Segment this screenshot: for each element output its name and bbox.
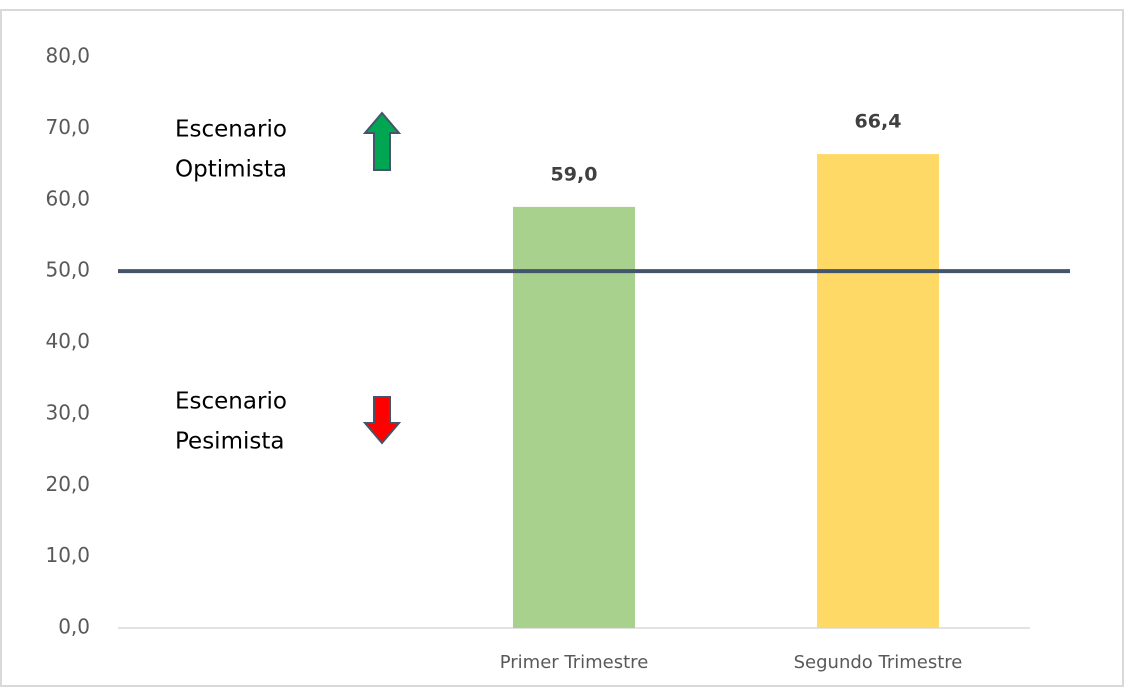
- annotation: Escenario: [175, 389, 287, 415]
- x-tick-label: Segundo Trimestre: [794, 652, 963, 673]
- y-tick-label: 60,0: [45, 186, 90, 210]
- y-tick-label: 50,0: [45, 258, 90, 282]
- x-tick-label: Primer Trimestre: [500, 652, 649, 673]
- y-tick-label: 80,0: [45, 44, 90, 68]
- data-label: 66,4: [855, 111, 902, 133]
- annotation: Pesimista: [175, 429, 284, 455]
- bar: [513, 206, 635, 628]
- down-arrow: [362, 396, 402, 445]
- annotation: Optimista: [175, 157, 287, 183]
- y-tick-label: 30,0: [45, 400, 90, 424]
- y-tick-label: 40,0: [45, 329, 90, 353]
- data-label: 59,0: [551, 163, 598, 185]
- y-tick-label: 10,0: [45, 543, 90, 567]
- y-tick-label: 0,0: [58, 615, 90, 639]
- y-tick-label: 20,0: [45, 472, 90, 496]
- y-tick-label: 70,0: [45, 115, 90, 139]
- bar: [817, 154, 939, 628]
- annotation: Escenario: [175, 117, 287, 143]
- up-arrow: [362, 111, 402, 171]
